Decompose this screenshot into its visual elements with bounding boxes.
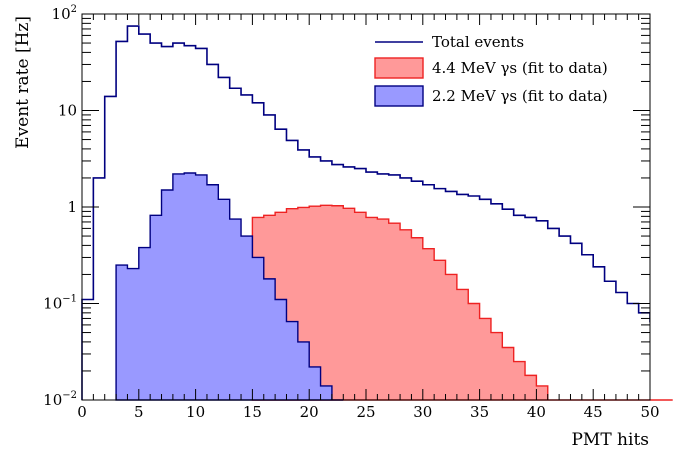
y-tick-label: 102 <box>52 4 77 23</box>
legend-label: 4.4 MeV γs (fit to data) <box>432 59 608 77</box>
histogram-fill-1 <box>115 172 344 401</box>
legend-swatch-fill <box>374 85 424 107</box>
x-tick-label: 25 <box>356 403 375 421</box>
y-tick-label: 10−1 <box>43 294 77 313</box>
legend-label: 2.2 MeV γs (fit to data) <box>432 87 608 105</box>
x-tick-label: 0 <box>77 403 87 421</box>
x-tick-label: 10 <box>186 403 205 421</box>
x-tick-label: 45 <box>584 403 603 421</box>
legend-label: Total events <box>432 33 524 51</box>
x-tick-label: 50 <box>640 403 659 421</box>
x-axis-ticks: 0 5 10 15 20 25 30 35 40 45 50 <box>77 14 660 421</box>
y-axis-ticks: 10−2 10−1 1 10 102 <box>43 4 650 409</box>
filled-histograms <box>115 172 673 401</box>
legend-swatch-fill <box>374 57 424 79</box>
legend: Total events 4.4 MeV γs (fit to data) 2.2 … <box>374 33 608 107</box>
y-tick-label: 10 <box>58 102 77 120</box>
y-tick-label: 1 <box>67 198 77 216</box>
line-histograms <box>81 25 680 400</box>
frame-mask <box>650 0 680 399</box>
histogram-line-0 <box>81 25 680 400</box>
x-tick-label: 40 <box>527 403 546 421</box>
y-tick-label: 10−2 <box>43 390 77 409</box>
x-tick-label: 20 <box>300 403 319 421</box>
x-tick-label: 35 <box>470 403 489 421</box>
x-tick-label: 30 <box>413 403 432 421</box>
x-tick-label: 5 <box>134 403 144 421</box>
x-axis-label: PMT hits <box>571 430 649 450</box>
y-axis-label: Event rate [Hz] <box>13 16 33 149</box>
x-tick-label: 15 <box>243 403 262 421</box>
